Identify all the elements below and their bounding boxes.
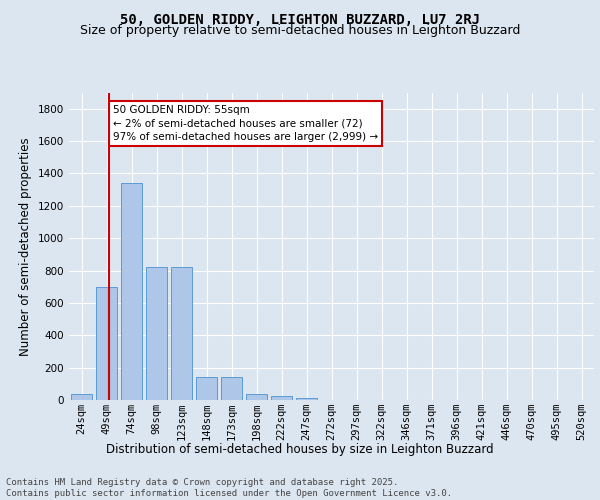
- Bar: [96, 286, 117, 400]
- Y-axis label: Number of semi-detached properties: Number of semi-detached properties: [19, 137, 32, 356]
- Text: Contains HM Land Registry data © Crown copyright and database right 2025.
Contai: Contains HM Land Registry data © Crown c…: [6, 478, 452, 498]
- Bar: [196, 376, 217, 400]
- Bar: [121, 183, 142, 400]
- Bar: [171, 268, 192, 400]
- Text: 50 GOLDEN RIDDY: 55sqm
← 2% of semi-detached houses are smaller (72)
97% of semi: 50 GOLDEN RIDDY: 55sqm ← 2% of semi-deta…: [113, 106, 378, 142]
- Bar: [271, 396, 292, 400]
- Text: Size of property relative to semi-detached houses in Leighton Buzzard: Size of property relative to semi-detach…: [80, 24, 520, 37]
- Text: Distribution of semi-detached houses by size in Leighton Buzzard: Distribution of semi-detached houses by …: [106, 442, 494, 456]
- Text: 50, GOLDEN RIDDY, LEIGHTON BUZZARD, LU7 2RJ: 50, GOLDEN RIDDY, LEIGHTON BUZZARD, LU7 …: [120, 12, 480, 26]
- Bar: [296, 398, 317, 400]
- Bar: [221, 376, 242, 400]
- Bar: [146, 268, 167, 400]
- Bar: [71, 394, 92, 400]
- Bar: [246, 394, 267, 400]
